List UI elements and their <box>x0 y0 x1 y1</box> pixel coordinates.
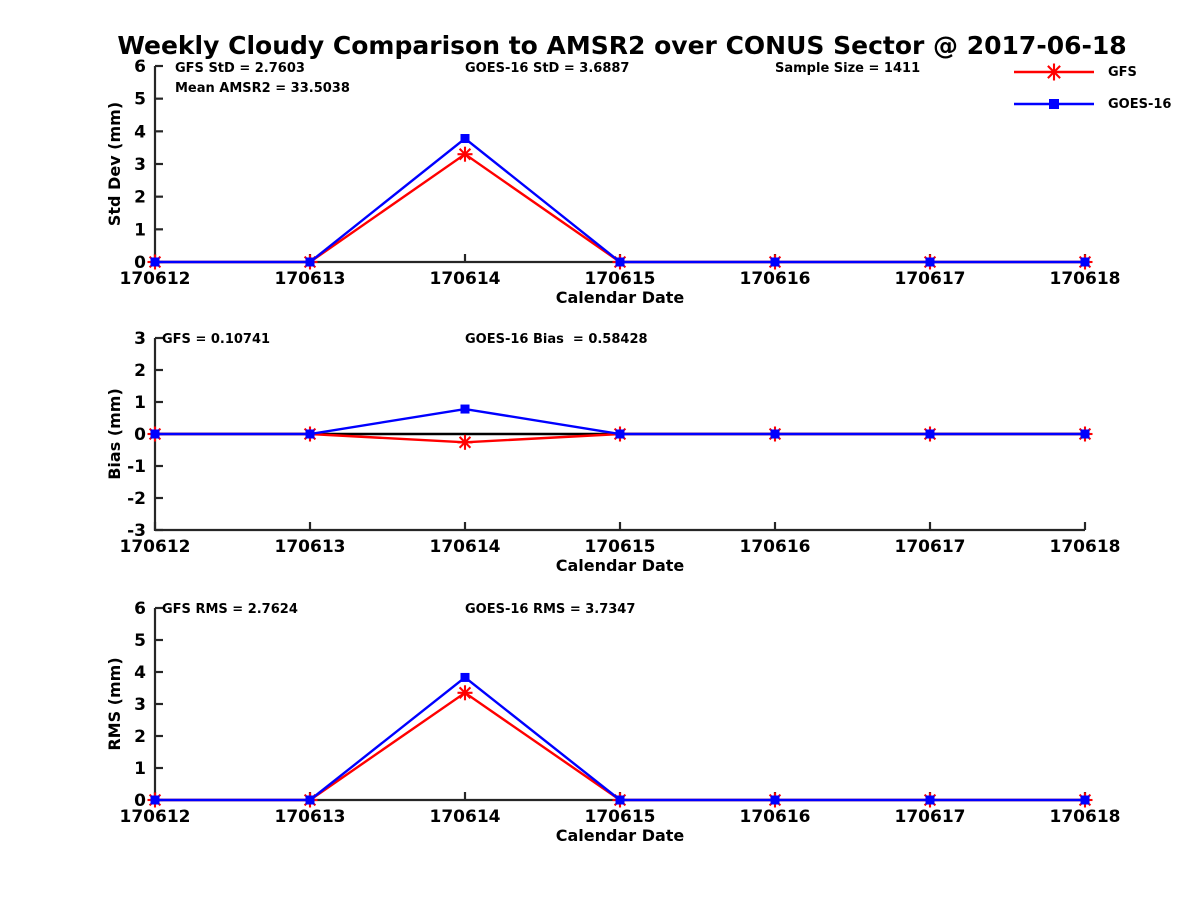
y-axis-label: RMS (mm) <box>105 657 124 750</box>
y-tick-label: 2 <box>134 361 146 381</box>
square-marker-icon <box>925 257 935 267</box>
y-tick-label: 1 <box>134 393 146 413</box>
plot-annotation: Mean AMSR2 = 33.5038 <box>175 81 350 96</box>
square-marker-icon <box>615 795 625 805</box>
goes16-line-marker-icon <box>1014 99 1094 109</box>
x-tick-label: 170617 <box>895 269 966 289</box>
plot-annotation: GOES-16 StD = 3.6887 <box>465 61 629 76</box>
y-tick-label: 0 <box>134 425 146 445</box>
legend-label-gfs: GFS <box>1108 64 1137 80</box>
asterisk-marker-icon <box>457 685 473 701</box>
square-marker-icon <box>1049 99 1059 109</box>
x-tick-label: 170612 <box>120 269 191 289</box>
x-tick-label: 170613 <box>275 269 346 289</box>
y-tick-label: 4 <box>134 663 146 683</box>
y-tick-label: -1 <box>127 457 146 477</box>
legend: GFS GOES-16 <box>1012 62 1171 114</box>
x-tick-label: 170615 <box>585 269 656 289</box>
y-tick-label: 3 <box>134 155 146 175</box>
x-tick-label: 170617 <box>895 537 966 557</box>
x-tick-label: 170618 <box>1050 537 1121 557</box>
y-tick-label: -2 <box>127 489 146 509</box>
square-marker-icon <box>770 429 780 439</box>
y-tick-label: 4 <box>134 122 146 142</box>
x-tick-label: 170617 <box>895 807 966 827</box>
x-tick-label: 170615 <box>585 537 656 557</box>
x-tick-label: 170616 <box>740 807 811 827</box>
x-tick-label: 170618 <box>1050 807 1121 827</box>
y-tick-label: 3 <box>134 329 146 349</box>
square-marker-icon <box>925 795 935 805</box>
square-marker-icon <box>460 134 470 144</box>
plot-annotation: GFS = 0.10741 <box>162 332 270 347</box>
asterisk-marker-icon <box>1045 63 1063 81</box>
legend-item-gfs: GFS <box>1012 62 1171 82</box>
square-marker-icon <box>615 257 625 267</box>
x-tick-label: 170615 <box>585 807 656 827</box>
series-line-gfs <box>155 152 1085 264</box>
plot-annotation: GFS StD = 2.7603 <box>175 61 305 76</box>
y-tick-label: 1 <box>134 759 146 779</box>
asterisk-marker-icon <box>457 434 473 450</box>
series-line-goes-16 <box>155 136 1085 264</box>
square-marker-icon <box>305 257 315 267</box>
square-marker-icon <box>615 429 625 439</box>
plot-annotation: Sample Size = 1411 <box>775 61 920 76</box>
square-marker-icon <box>925 429 935 439</box>
x-tick-label: 170618 <box>1050 269 1121 289</box>
square-marker-icon <box>1080 429 1090 439</box>
y-tick-label: 2 <box>134 188 146 208</box>
y-tick-label: 3 <box>134 695 146 715</box>
x-tick-label: 170613 <box>275 537 346 557</box>
y-tick-label: 6 <box>134 599 146 619</box>
y-tick-label: 6 <box>134 57 146 77</box>
plot-annotation: GFS RMS = 2.7624 <box>162 602 298 617</box>
y-axis-label: Std Dev (mm) <box>105 102 124 226</box>
x-tick-label: 170614 <box>430 537 501 557</box>
square-marker-icon <box>460 404 470 414</box>
square-marker-icon <box>150 257 160 267</box>
y-tick-label: 1 <box>134 220 146 240</box>
y-tick-label: 0 <box>134 253 146 273</box>
x-axis-label: Calendar Date <box>556 556 685 575</box>
plot-annotation: GOES-16 Bias = 0.58428 <box>465 332 648 347</box>
y-tick-label: 0 <box>134 791 146 811</box>
y-tick-label: 5 <box>134 90 146 110</box>
y-axis-label: Bias (mm) <box>105 388 124 480</box>
square-marker-icon <box>770 257 780 267</box>
x-axis-label: Calendar Date <box>556 288 685 307</box>
x-tick-label: 170612 <box>120 807 191 827</box>
series-line-gfs <box>155 691 1085 802</box>
legend-label-goes16: GOES-16 <box>1108 96 1172 112</box>
square-marker-icon <box>150 795 160 805</box>
x-tick-label: 170614 <box>430 807 501 827</box>
y-tick-label: 5 <box>134 631 146 651</box>
square-marker-icon <box>1080 795 1090 805</box>
square-marker-icon <box>305 429 315 439</box>
square-marker-icon <box>150 429 160 439</box>
y-tick-label: -3 <box>127 521 146 541</box>
x-tick-label: 170616 <box>740 537 811 557</box>
square-marker-icon <box>305 795 315 805</box>
x-tick-label: 170613 <box>275 807 346 827</box>
x-tick-label: 170612 <box>120 537 191 557</box>
square-marker-icon <box>460 672 470 682</box>
legend-item-goes16: GOES-16 <box>1012 94 1171 114</box>
asterisk-marker-icon <box>457 146 473 162</box>
plot-annotation: GOES-16 RMS = 3.7347 <box>465 602 635 617</box>
x-axis-label: Calendar Date <box>556 826 685 845</box>
square-marker-icon <box>1080 257 1090 267</box>
x-tick-label: 170614 <box>430 269 501 289</box>
series-line-goes-16 <box>155 675 1085 802</box>
square-marker-icon <box>770 795 780 805</box>
x-tick-label: 170616 <box>740 269 811 289</box>
chart-title: Weekly Cloudy Comparison to AMSR2 over C… <box>117 31 1127 60</box>
y-tick-label: 2 <box>134 727 146 747</box>
gfs-line-marker-icon <box>1014 63 1094 81</box>
